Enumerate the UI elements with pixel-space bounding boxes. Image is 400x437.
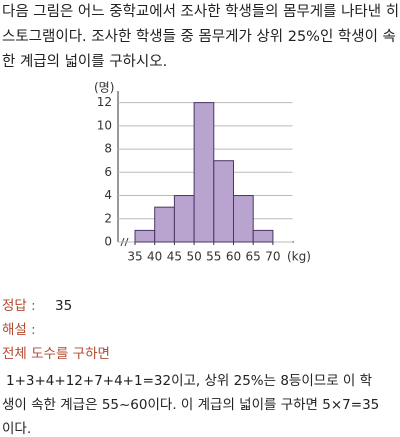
- answer-value: 35: [55, 298, 72, 314]
- y-tick-label: 10: [97, 118, 112, 132]
- y-tick-label: 0: [104, 235, 112, 249]
- y-axis-label: (명): [94, 81, 114, 95]
- solution-line: 생이 속한 계급은 55~60이다. 이 계급의 넓이를 구하면 5×7=35: [2, 397, 379, 413]
- problem-line: 한 계급의 넓이를 구하시오.: [2, 53, 167, 70]
- y-tick-label: 4: [104, 188, 112, 202]
- problem-line: 스토그램이다. 조사한 학생들 중 몸무게가 상위 25%인 학생이 속: [2, 28, 396, 45]
- x-tick-label: 45: [167, 250, 182, 264]
- bar: [134, 229, 156, 243]
- solution-line: 1+3+4+12+7+4+1=32이고, 상위 25%는 8등이므로 이 학: [6, 373, 372, 389]
- bar: [193, 102, 215, 243]
- x-tick-label: 40: [147, 250, 162, 264]
- x-tick-label: 70: [265, 250, 280, 264]
- x-tick-label: 50: [186, 250, 201, 264]
- x-tick-label: 60: [226, 250, 241, 264]
- x-tick-label: 65: [246, 250, 261, 264]
- solution-label: 해설 :: [2, 322, 36, 338]
- x-tick-label: 55: [206, 250, 221, 264]
- bar: [233, 195, 254, 243]
- bar: [173, 195, 195, 243]
- x-tick-label: 35: [127, 250, 142, 264]
- bar: [154, 206, 175, 243]
- y-tick-label: 6: [104, 165, 112, 179]
- answer-label: 정답 :: [2, 298, 36, 314]
- solution-line: 이다.: [2, 421, 31, 437]
- bar: [213, 160, 235, 243]
- bar: [252, 229, 274, 243]
- x-axis-label: (kg): [287, 250, 311, 264]
- solution-heading: 전체 도수를 구하면: [2, 346, 110, 362]
- problem-line: 다음 그림은 어느 중학교에서 조사한 학생들의 몸무게를 나타낸 히: [2, 3, 399, 20]
- y-tick-label: 12: [97, 95, 112, 109]
- y-tick-label: 8: [104, 142, 112, 156]
- y-tick-label: 2: [104, 211, 112, 225]
